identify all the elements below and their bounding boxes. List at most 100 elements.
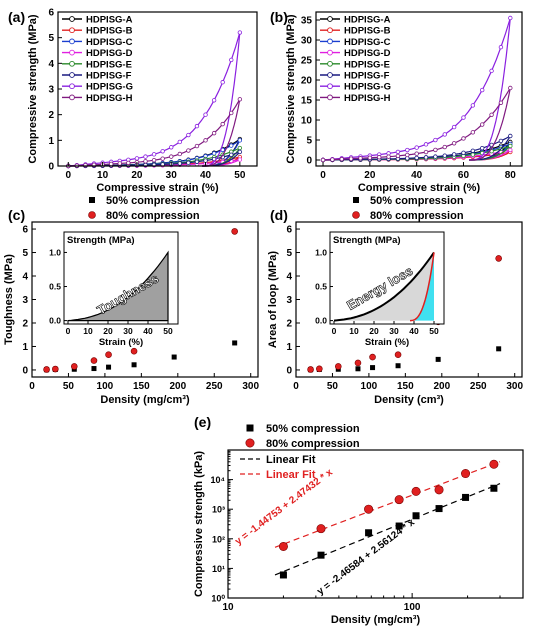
y-tick-label: 1 bbox=[48, 136, 54, 147]
series-point bbox=[194, 143, 200, 149]
x-tick-label: 40 bbox=[200, 170, 212, 181]
legend-label: HDPISG-H bbox=[344, 93, 391, 104]
legend-label: 80% compression bbox=[370, 210, 464, 222]
x-tick-label: 150 bbox=[133, 381, 150, 392]
series-point bbox=[470, 152, 476, 157]
series-point bbox=[108, 161, 114, 167]
data-point-50 bbox=[490, 484, 498, 492]
x-axis-label: Compressive strain (%) bbox=[96, 182, 219, 194]
panel-label: (d) bbox=[270, 207, 288, 223]
legend-marker-80 bbox=[88, 211, 96, 219]
fit-equation-50: y = -2.46584 + 2.56124 * x bbox=[315, 517, 417, 598]
series-point bbox=[470, 103, 476, 108]
series-point bbox=[229, 110, 234, 116]
y-tick-label: 2 bbox=[286, 318, 292, 329]
series-point bbox=[498, 100, 504, 105]
x-tick-label: 30 bbox=[166, 170, 178, 181]
y-tick-label: 25 bbox=[301, 56, 313, 67]
x-tick-label: 60 bbox=[458, 170, 470, 181]
data-point-50 bbox=[232, 340, 238, 346]
series-point bbox=[442, 132, 447, 137]
legend-marker bbox=[327, 60, 333, 67]
data-point-50 bbox=[395, 363, 401, 369]
y-tick-label: 3 bbox=[48, 85, 54, 96]
inset-x-tick-label: 50 bbox=[163, 326, 173, 336]
series-point bbox=[169, 145, 174, 150]
inset-x-tick-label: 10 bbox=[349, 326, 359, 336]
y-tick-label: 6 bbox=[286, 225, 292, 236]
series-point bbox=[211, 130, 217, 136]
series-point bbox=[330, 157, 335, 162]
series-point bbox=[423, 149, 429, 155]
series-point bbox=[461, 150, 466, 156]
data-point-80 bbox=[434, 485, 444, 495]
y-tick-label: 6 bbox=[22, 225, 28, 236]
inset-y-tick-label: 1.0 bbox=[315, 247, 327, 257]
legend-marker-50 bbox=[353, 197, 359, 203]
inset-unload-curve bbox=[410, 252, 435, 322]
x-tick-label: 250 bbox=[470, 381, 487, 392]
series-point bbox=[480, 145, 485, 151]
series-point bbox=[126, 160, 131, 166]
series-point bbox=[229, 57, 234, 63]
legend-label: HDPISG-H bbox=[86, 93, 133, 104]
data-point-80 bbox=[461, 469, 471, 479]
y-axis-label: Compressive strength (MPa) bbox=[285, 14, 297, 163]
inset-x-tick-label: 30 bbox=[123, 326, 133, 336]
y-tick-label: 0 bbox=[286, 365, 292, 376]
series-point bbox=[194, 123, 200, 129]
y-tick-label: 5 bbox=[48, 33, 54, 44]
inset-x-tick-label: 20 bbox=[369, 326, 379, 336]
x-tick-label: 100 bbox=[97, 381, 114, 392]
series-point bbox=[237, 97, 243, 102]
series-point bbox=[414, 151, 419, 156]
series-point bbox=[508, 147, 513, 153]
series-point bbox=[508, 143, 513, 149]
x-tick-label: 0 bbox=[293, 381, 299, 392]
y-tick-label: 30 bbox=[301, 36, 313, 47]
data-point-50 bbox=[106, 364, 112, 370]
series-point bbox=[414, 145, 419, 150]
series-point bbox=[237, 149, 243, 155]
legend-marker-50 bbox=[89, 197, 95, 203]
legend-label: HDPISG-F bbox=[344, 71, 390, 82]
data-point-80 bbox=[52, 365, 59, 373]
series-point bbox=[508, 85, 513, 91]
x-tick-label: 0 bbox=[29, 381, 35, 392]
series-point bbox=[489, 112, 494, 118]
data-point-80 bbox=[369, 353, 376, 361]
panel-label: (b) bbox=[270, 9, 288, 25]
series-point bbox=[451, 141, 457, 146]
data-point-80 bbox=[495, 255, 502, 262]
inset-x-tick-label: 0 bbox=[66, 326, 71, 336]
legend-marker-80 bbox=[352, 211, 360, 219]
legend-label: 50% compression bbox=[370, 195, 464, 207]
y-axis-label: Compressive strength (kPa) bbox=[193, 451, 205, 597]
series-point bbox=[117, 161, 122, 166]
y-tick-label: 20 bbox=[301, 76, 313, 87]
y-tick-label: 10 bbox=[301, 116, 313, 127]
series-point bbox=[186, 148, 191, 153]
series-point bbox=[451, 152, 457, 157]
inset-y-tick-label: 0.0 bbox=[315, 316, 327, 326]
y-tick-label: 5 bbox=[306, 136, 312, 147]
legend-marker bbox=[69, 38, 75, 45]
series-unload-curve bbox=[469, 87, 511, 161]
x-tick-label: 20 bbox=[131, 170, 143, 181]
data-point-50 bbox=[317, 551, 325, 559]
data-point-50 bbox=[435, 505, 443, 513]
series-point bbox=[320, 157, 326, 163]
data-point-50 bbox=[91, 366, 97, 372]
legend-label: HDPISG-G bbox=[86, 82, 133, 93]
y-tick-label: 3 bbox=[286, 295, 292, 306]
y-axis-label: Compressive strength (MPa) bbox=[27, 14, 39, 163]
series-point bbox=[151, 152, 157, 157]
legend-marker bbox=[69, 49, 75, 56]
data-point-50 bbox=[365, 529, 373, 537]
legend-marker bbox=[327, 94, 333, 101]
x-tick-label: 80 bbox=[505, 170, 517, 181]
data-point-80 bbox=[316, 365, 323, 373]
inset-x-tick-label: 30 bbox=[389, 326, 399, 336]
y-tick-label: 10³ bbox=[212, 505, 225, 515]
x-tick-label: 300 bbox=[506, 381, 523, 392]
